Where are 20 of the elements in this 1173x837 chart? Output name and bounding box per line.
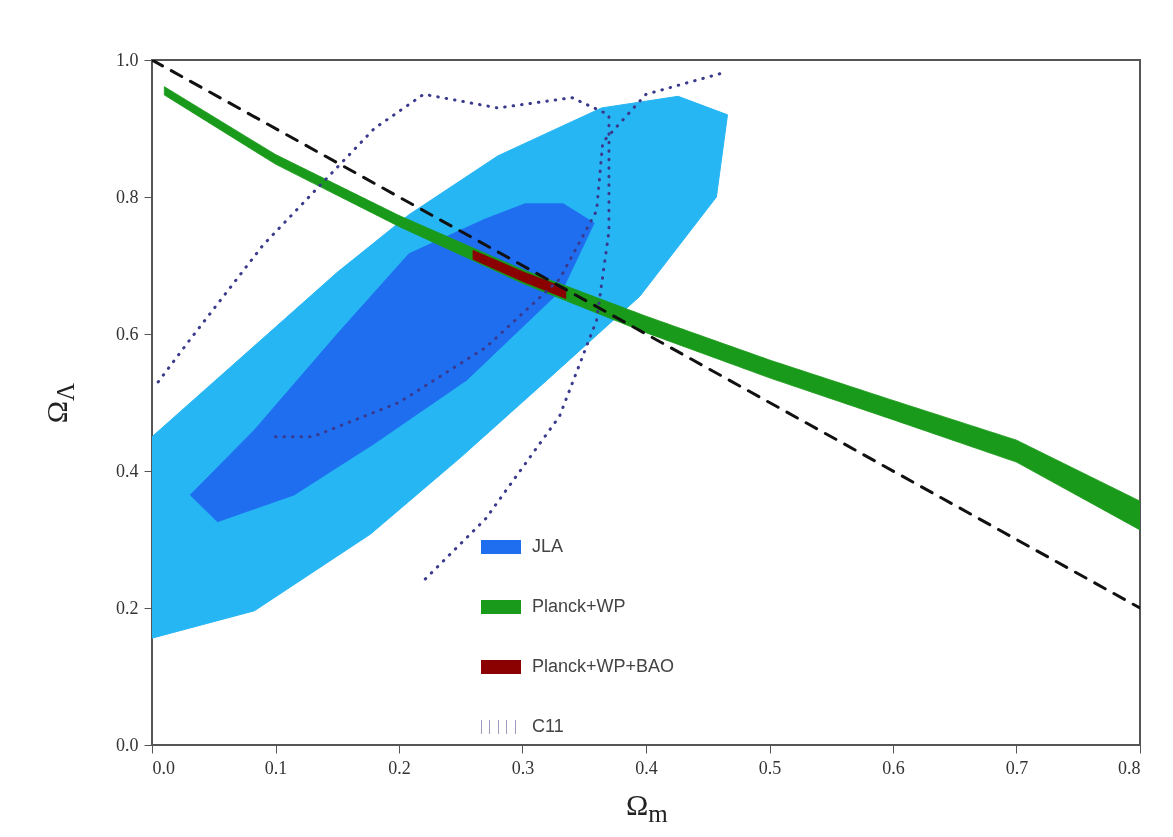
legend-label: Planck+WP <box>532 596 626 616</box>
x-tick-label: 0.7 <box>1005 757 1029 778</box>
y-tick-label: 0.2 <box>116 597 139 618</box>
y-tick-label: 0.8 <box>116 186 139 207</box>
x-tick-label: 0.4 <box>635 757 658 778</box>
x-tick-label: 0.0 <box>152 757 175 778</box>
x-axis-title: Ω$_{m}$ <box>626 788 668 828</box>
x-tick-label: 0.6 <box>882 757 905 778</box>
y-tick-label: 0.0 <box>116 734 139 755</box>
legend-label: Planck+WP+BAO <box>532 656 675 676</box>
x-tick-label: 0.5 <box>758 757 782 778</box>
x-tick-label: 0.3 <box>511 757 535 778</box>
x-tick-label: 0.1 <box>264 757 288 778</box>
legend-label: C11 <box>532 716 564 736</box>
y-tick-label: 0.4 <box>116 460 139 481</box>
x-tick-label: 0.2 <box>388 757 411 778</box>
x-tick-label: 0.8 <box>1118 757 1141 778</box>
y-tick-label: 1.0 <box>116 49 139 70</box>
y-tick-label: 0.6 <box>116 323 139 344</box>
legend-label: JLA <box>532 536 564 556</box>
